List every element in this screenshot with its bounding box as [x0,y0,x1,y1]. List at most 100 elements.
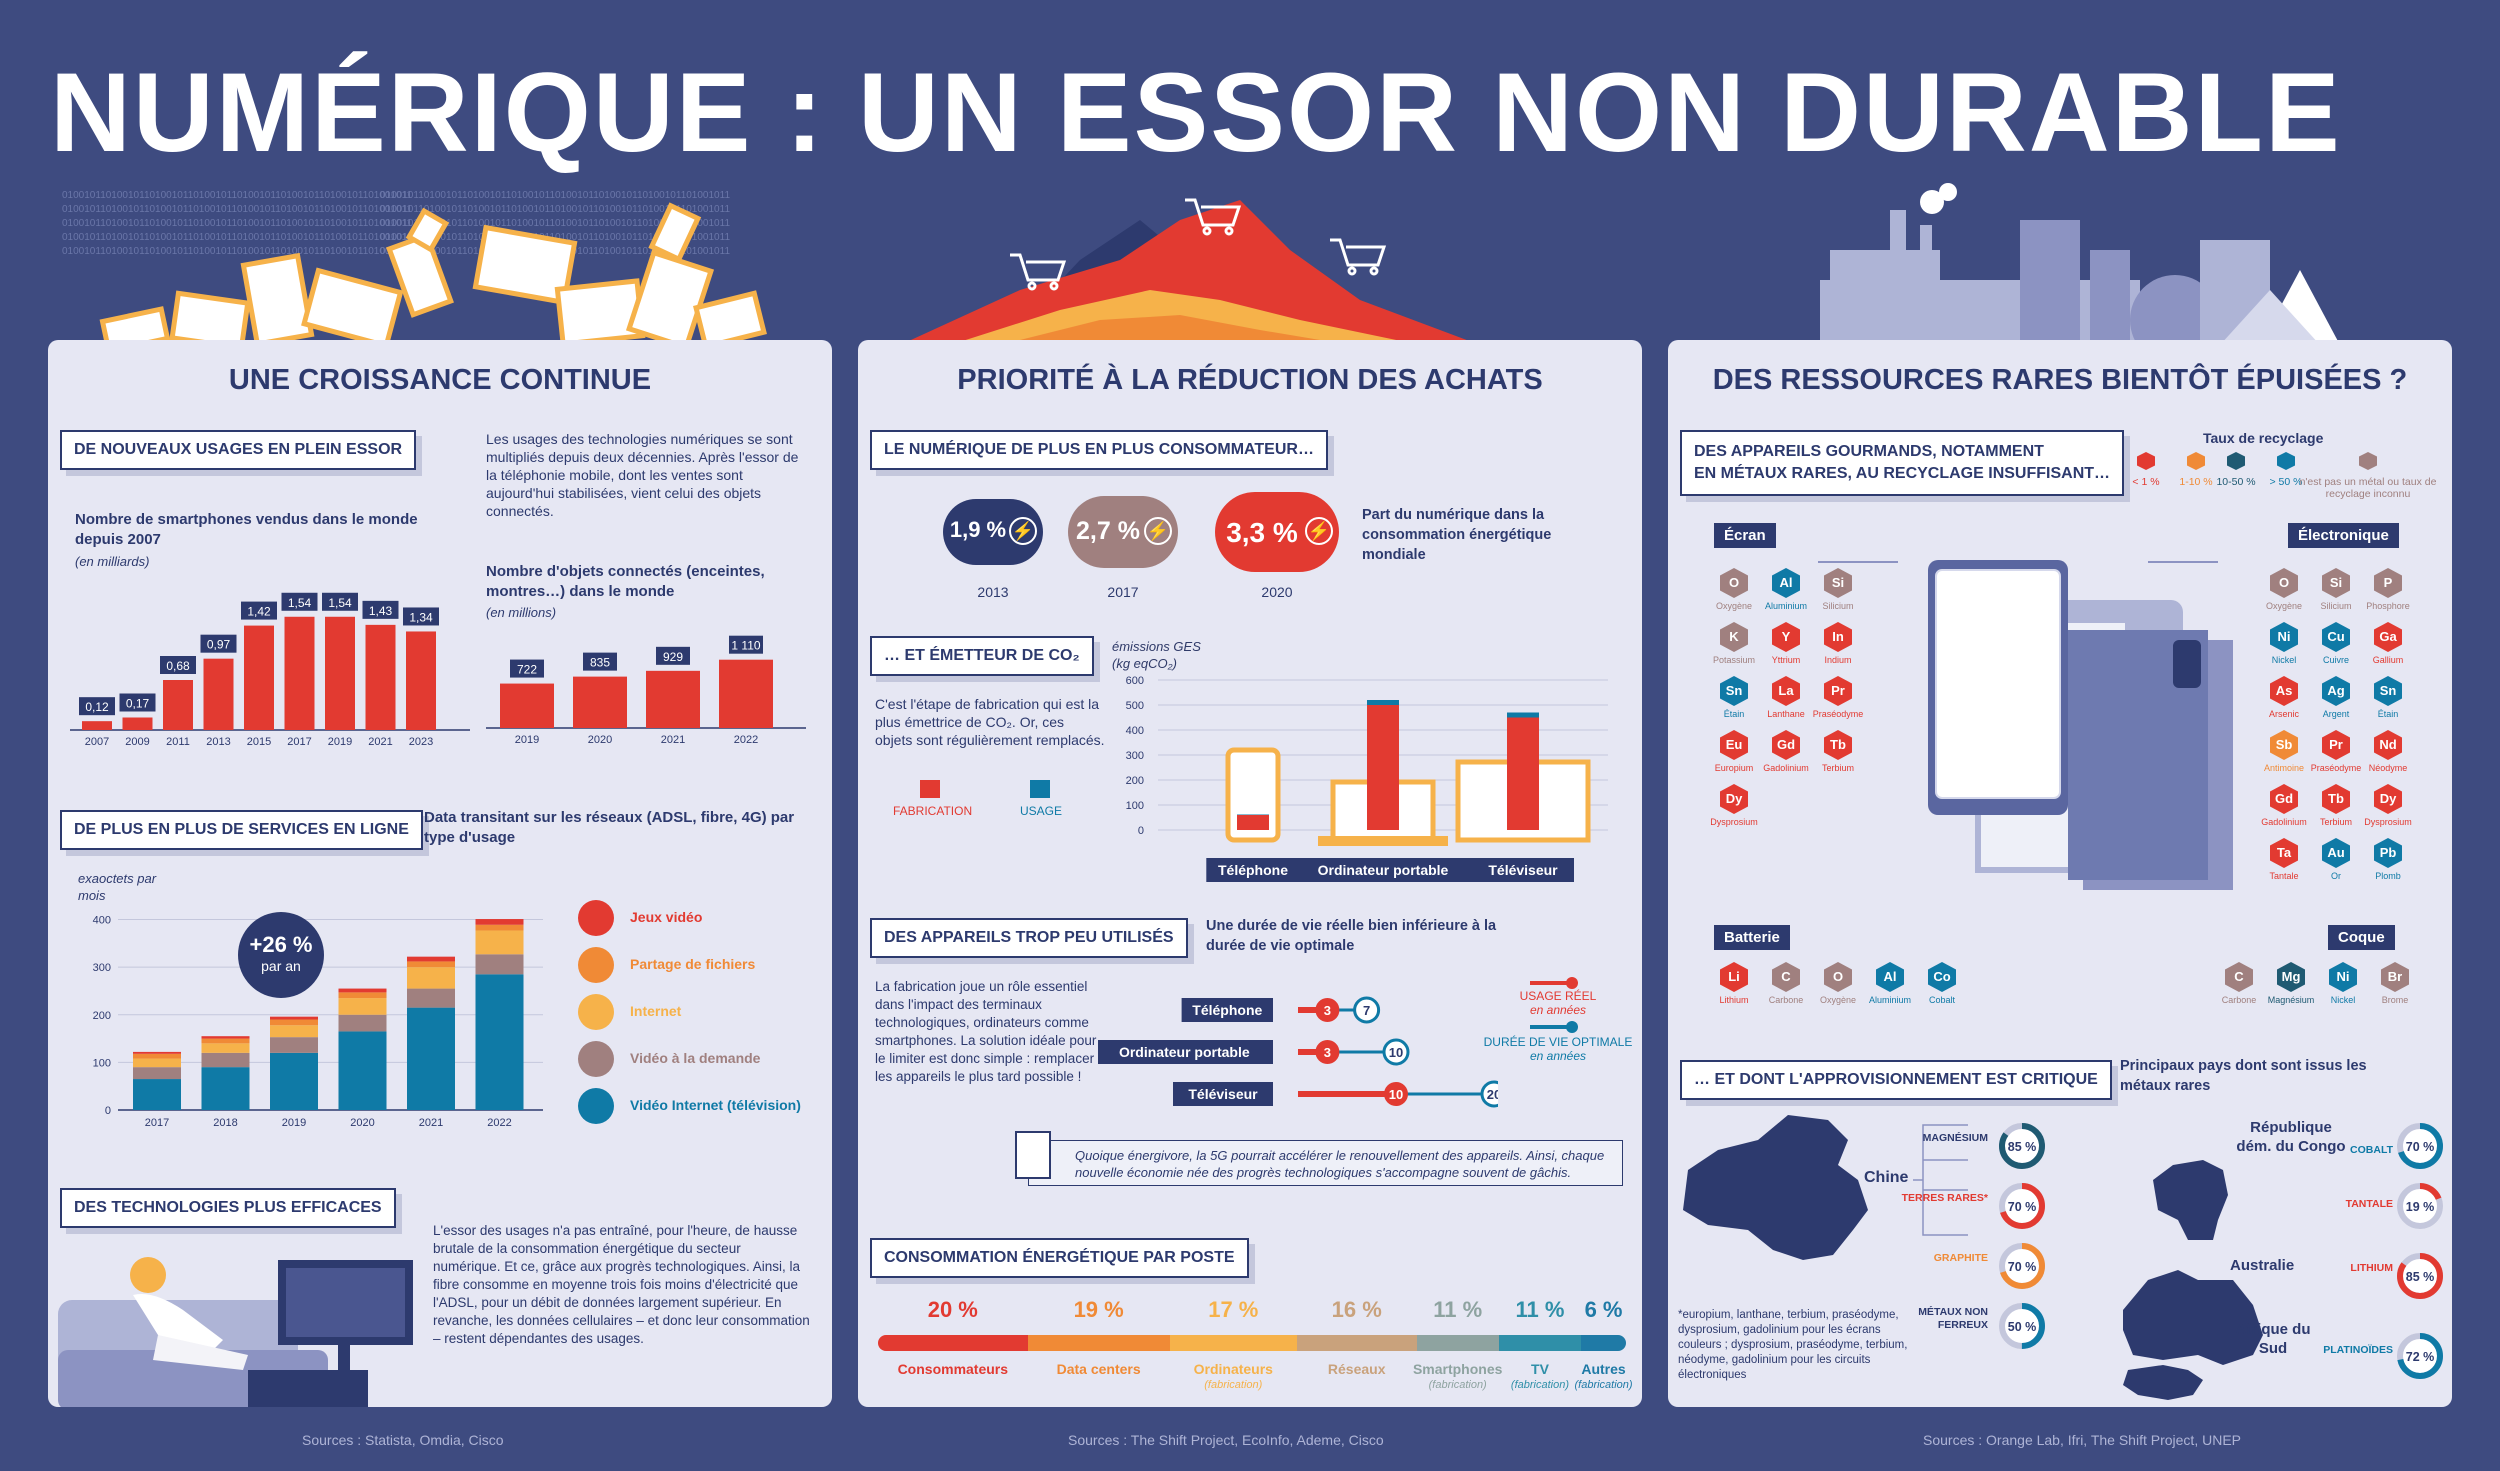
stack-segment [270,1052,318,1110]
ring-value-arc [2397,1123,2443,1169]
binary-line: 0100101101001011010010110100101101001011… [62,190,412,201]
element-hexagon: Sb [2270,730,2298,760]
value-tag [510,659,544,678]
real-dot [1315,998,1340,1022]
x-tick-label: 2019 [515,734,539,745]
supply-label: GRAPHITE [1933,1252,1988,1264]
binary-line: 0100101101001011010010110100101101001011… [62,232,412,243]
element-hexagon: Sn [2374,676,2402,706]
value-tag [79,697,115,716]
bar-value-label: 835 [590,656,610,670]
legend-icon [578,1088,614,1124]
stack-segment [475,919,524,925]
energy-value: 6 % [1584,1297,1623,1322]
australia-label: Australie [2230,1257,2295,1274]
supply-label: COBALT [2350,1144,2393,1156]
recycle-legend-label: n'est pas un métal ou taux de recyclage … [2299,476,2437,500]
stack-segment [201,1043,250,1053]
y-tick-label: 0 [105,1105,111,1117]
element-label: Arsenic [2268,709,2299,719]
ring-value-arc [1999,1123,2045,1169]
legend-opt-unit: en années [1529,1049,1587,1063]
stack-segment [133,1051,181,1054]
legend-fabrication-label: FABRICATION [893,804,973,818]
stack-segment [475,924,524,931]
element-hexagon: Ga [2374,622,2402,652]
energy-segment [1169,1335,1298,1351]
real-value: 3 [1324,1045,1331,1060]
panel-title: DES RESSOURCES RARES BIENTÔT ÉPUISÉES ? [1712,364,2408,396]
value-tag [656,646,690,665]
section-approvisionnement-title: … ET DONT L'APPROVISIONNEMENT EST CRITIQ… [1680,1060,2112,1100]
y-tick-label: 500 [1126,700,1144,712]
element-cell: La Lanthane [1760,676,1812,726]
element-cell: Ni Nickel [2317,962,2369,1012]
y-tick-label: 200 [1126,775,1144,787]
element-cell: Y Yttrium [1760,622,1812,672]
sources-panel2: Sources : The Shift Project, EcoInfo, Ad… [1068,1432,1384,1448]
bar [82,721,112,730]
stack-segment [407,961,455,968]
x-tick-label: 2007 [85,736,109,745]
ring-bg [2397,1123,2443,1169]
element-hexagon: Pr [2322,730,2350,760]
ring-value-text: 85 % [2406,1270,2435,1284]
bar [325,616,355,730]
element-cell: Al Aluminium [1864,962,1916,1012]
panel-ressources: DES RESSOURCES RARES BIENTÔT ÉPUISÉES ? … [1668,340,2452,1407]
usage-bar [1507,712,1539,718]
element-label: Nickel [2330,995,2356,1005]
energy-value: 11 % [1515,1297,1565,1322]
laptop-base-icon [1318,836,1448,846]
energy-sublabel: (fabrication) [1428,1379,1487,1391]
section-technologies-title: DES TECHNOLOGIES PLUS EFFICACES [60,1188,396,1228]
sources-panel1: Sources : Statista, Omdia, Cisco [302,1432,504,1448]
x-tick-label: 2020 [350,1117,374,1129]
technologies-text: L'essor des usages n'a pas entraîné, pou… [433,1223,810,1346]
energy-label: Smartphones [1412,1361,1503,1377]
category-label: Téléviseur [1488,862,1558,878]
element-label: Aluminium [1764,601,1807,611]
energy-value: 19 % [1073,1297,1124,1322]
bar-value-label: 722 [517,663,537,677]
element-label: Brome [2381,995,2409,1005]
legend-label: Jeux vidéo [630,909,703,925]
real-dot [1315,1040,1340,1064]
lifespan-chart: Téléphone 3 7 Ordinateur portable 3 10 Télévis… [1098,996,1498,1108]
stack-segment [407,1007,455,1110]
legend-icon [578,994,614,1030]
section-services-title: DE PLUS EN PLUS DE SERVICES EN LIGNE [60,810,423,850]
element-label: Lanthane [1767,709,1805,719]
optimal-dot [1353,996,1381,1024]
main-title: NUMÉRIQUE : UN ESSOR NON DURABLE [50,50,2342,175]
element-cell: Gd Gadolinium [2258,784,2310,834]
stack-segment [201,1052,250,1068]
ring-value-arc [2397,1333,2443,1379]
element-hexagon: Pb [2374,838,2402,868]
energy-share-value: 1,9 % [949,517,1007,542]
usage-bar [1237,814,1269,815]
stack-segment [201,1036,250,1039]
fabrication-bar [1367,705,1399,830]
element-label: Étain [1723,709,1745,719]
legend-item: Partage de fichiers [578,947,818,987]
rdc-label: République dém. du Congo [2236,1119,2346,1155]
ring-value-text: 72 % [2406,1350,2435,1364]
ring-bg [2397,1333,2443,1379]
lifespan-legend: USAGE RÉEL en années DURÉE DE VIE OPTIMA… [1478,975,1638,1063]
stack-segment [407,956,455,962]
energy-label: Ordinateurs [1193,1361,1273,1377]
data-stacked-chart: 0 100 200 300 400 2017 2018 2019 2020 2021 2022 [93,915,543,1129]
x-tick-label: 2017 [287,736,311,745]
optimal-value: 20 [1487,1087,1498,1102]
appareils-text: La fabrication joue un rôle essentiel da… [875,979,1097,1084]
element-label: Carbone [1768,995,1804,1005]
stack-segment [133,1053,181,1059]
ring-bg [1999,1303,2045,1349]
x-tick-label: 2023 [409,736,433,745]
value-tag [322,592,358,611]
stack-segment [270,1016,318,1020]
element-label: Potassium [1712,655,1756,665]
value-tag [281,592,318,611]
bar [573,676,627,728]
